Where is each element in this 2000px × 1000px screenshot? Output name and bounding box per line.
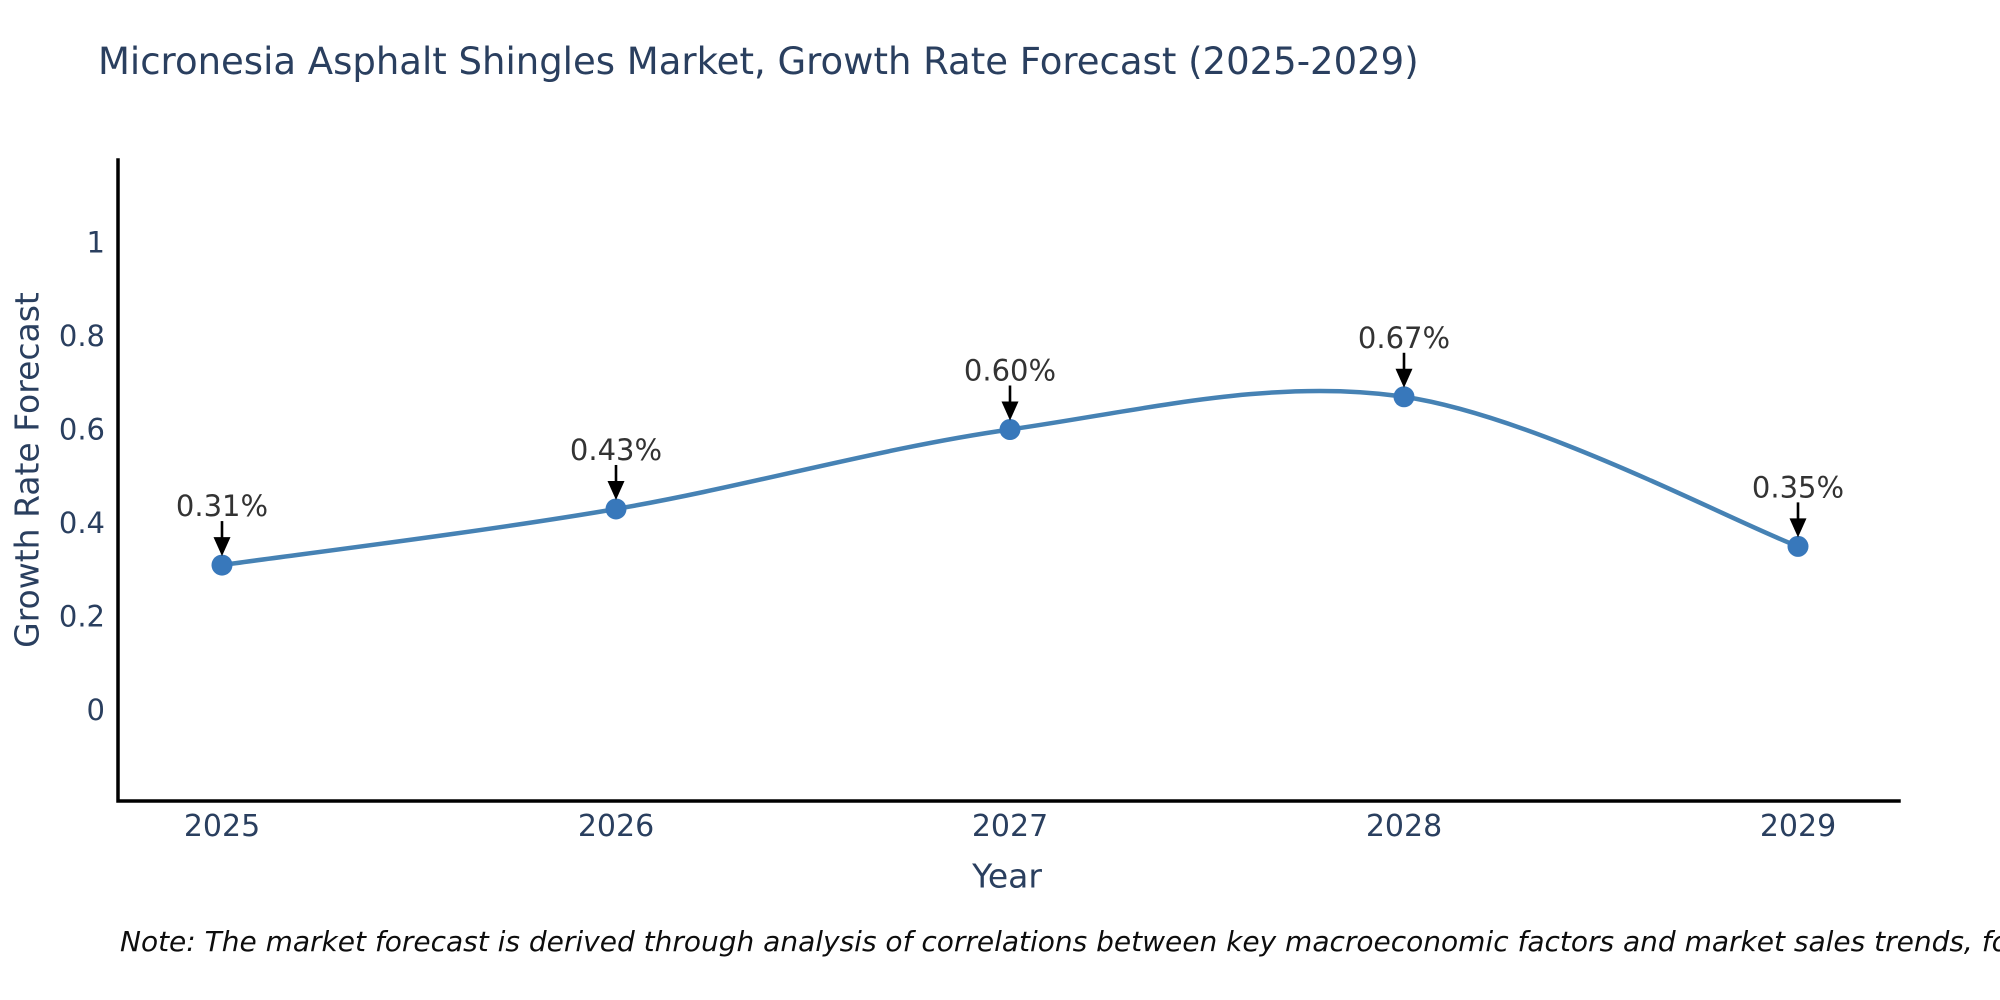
data-point-marker <box>605 498 627 520</box>
y-axis-tick-label: 0.8 <box>59 319 105 353</box>
x-axis-tick-label: 2026 <box>578 809 654 844</box>
x-axis-tick-label: 2029 <box>1760 809 1836 844</box>
data-point-marker <box>1393 386 1415 408</box>
data-point-marker <box>1787 535 1809 557</box>
annotation-arrow-head <box>213 537 231 557</box>
data-point-marker <box>999 419 1021 440</box>
point-annotation-label: 0.67% <box>1358 321 1450 355</box>
x-axis-title: Year <box>972 856 1042 896</box>
x-axis-tick-label: 2025 <box>184 809 260 844</box>
y-axis-tick-label: 1 <box>87 226 105 260</box>
y-axis-title: Growth Rate Forecast <box>7 292 47 648</box>
annotation-arrow-head <box>1395 368 1413 388</box>
x-axis-tick-label: 2028 <box>1366 809 1442 844</box>
y-axis-tick-label: 0.4 <box>59 506 105 540</box>
annotation-arrow-head <box>1001 401 1019 421</box>
point-annotation-label: 0.60% <box>964 354 1056 388</box>
chart-note: Note: The market forecast is derived thr… <box>120 925 2000 958</box>
data-point-marker <box>211 554 233 576</box>
x-axis-tick-label: 2027 <box>972 809 1048 844</box>
point-annotation-label: 0.31% <box>176 489 268 523</box>
axes-layer: 0 0.2 0.4 0.6 0.8 1 2025 2026 2027 2028 2029 <box>59 158 1901 844</box>
y-axis-tick-label: 0.6 <box>59 413 105 447</box>
axis-spines <box>116 158 1901 803</box>
series-layer <box>211 386 1809 576</box>
point-annotation-label: 0.43% <box>570 433 662 467</box>
chart-title: Micronesia Asphalt Shingles Market, Grow… <box>98 40 1419 83</box>
point-annotation-label: 0.35% <box>1752 470 1844 504</box>
y-axis-tick-label: 0 <box>87 693 105 727</box>
annotation-arrow-head <box>607 480 625 500</box>
annotation-layer: 0.31% 0.43% 0.60% 0.67% 0.35% <box>176 321 1844 557</box>
y-axis-tick-label: 0.2 <box>59 600 105 634</box>
annotation-arrow-head <box>1789 518 1807 538</box>
